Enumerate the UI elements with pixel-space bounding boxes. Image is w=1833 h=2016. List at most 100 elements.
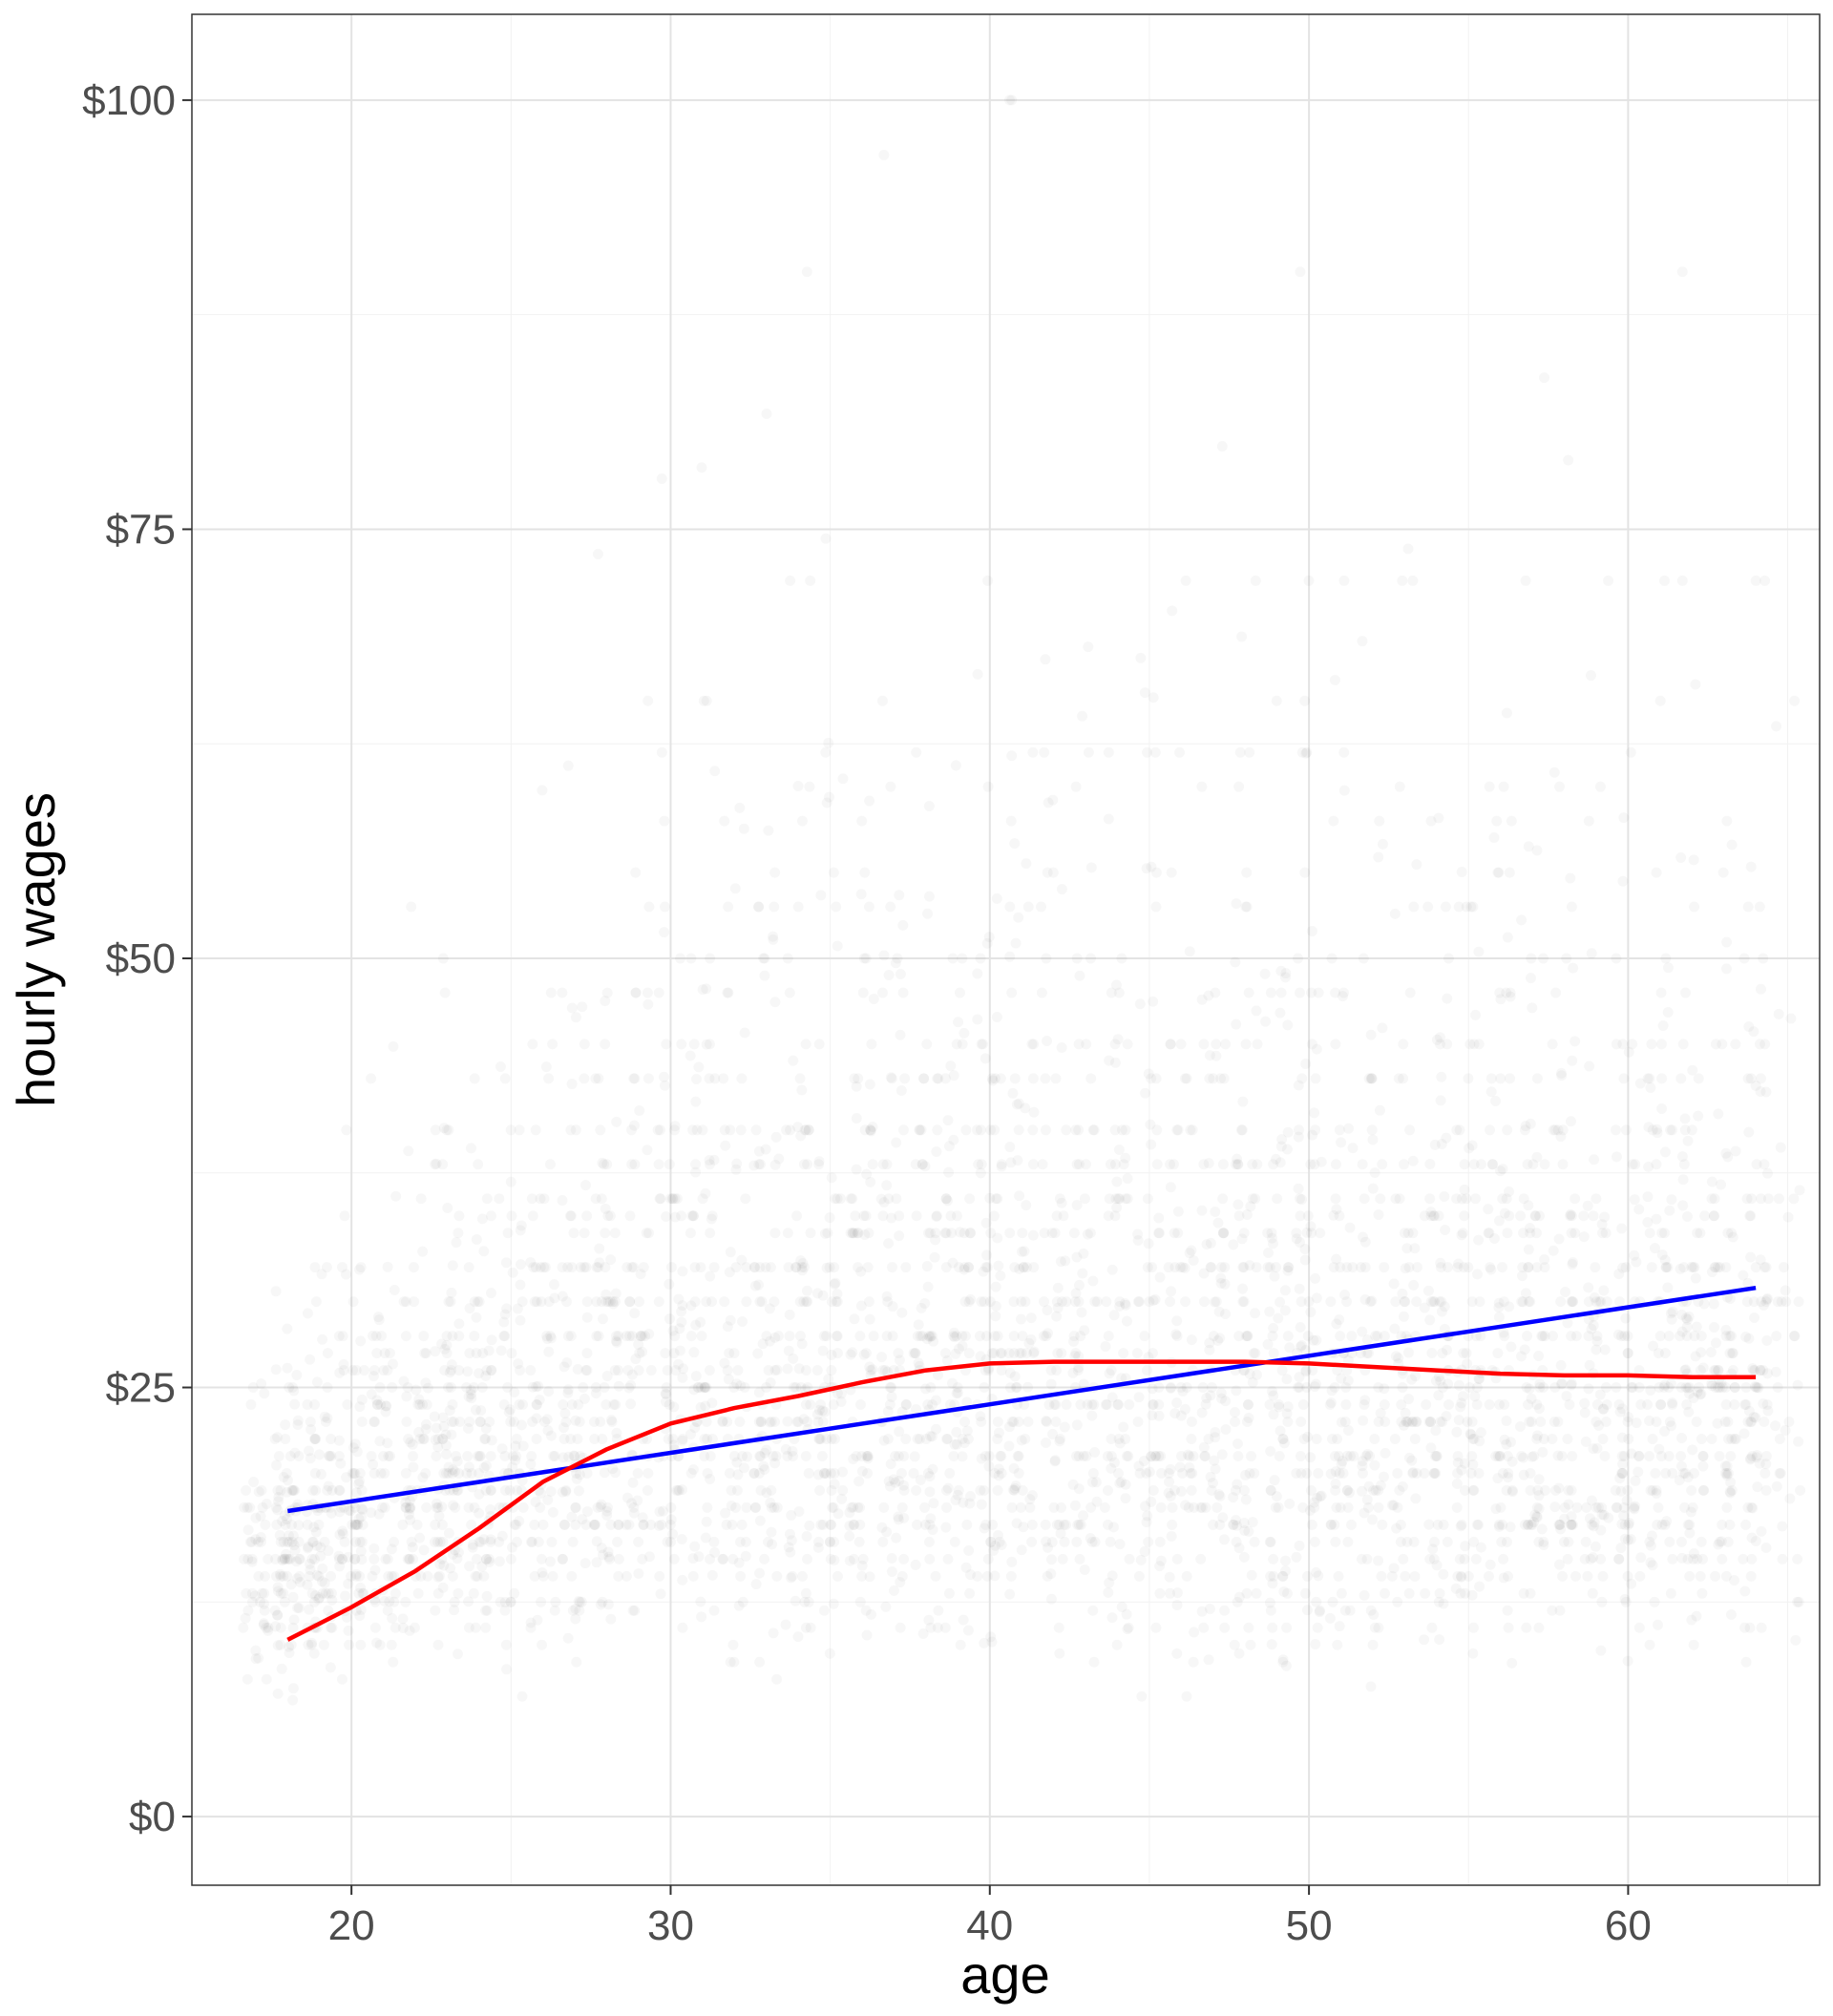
data-point — [369, 1554, 379, 1564]
data-point — [1771, 721, 1781, 731]
y-axis-title: hourly wages — [6, 792, 66, 1107]
data-point — [1020, 1296, 1030, 1307]
data-point — [1398, 1039, 1408, 1049]
data-point — [1476, 1159, 1486, 1169]
data-point — [1406, 1456, 1417, 1466]
data-point — [397, 1520, 408, 1530]
data-point — [1667, 1399, 1677, 1410]
data-point — [1725, 1293, 1736, 1304]
data-point — [1139, 1456, 1149, 1466]
data-point — [1334, 1314, 1344, 1325]
data-point — [1454, 1415, 1464, 1425]
data-point — [853, 1476, 864, 1486]
data-point — [1057, 1198, 1067, 1208]
data-point — [1260, 969, 1271, 979]
data-point — [350, 1520, 361, 1530]
data-point — [953, 1382, 963, 1393]
data-point — [754, 1568, 765, 1579]
data-point — [1294, 1132, 1304, 1143]
data-point — [1217, 441, 1228, 452]
data-point — [245, 1399, 256, 1410]
data-point — [398, 1376, 409, 1386]
data-point — [1110, 1039, 1121, 1049]
data-point — [327, 1588, 337, 1599]
data-point — [580, 1520, 591, 1530]
data-point — [1004, 1589, 1015, 1600]
data-point — [728, 1657, 739, 1668]
data-point — [1562, 1317, 1572, 1328]
data-point — [881, 1180, 892, 1190]
data-point — [1472, 1399, 1483, 1410]
data-point — [1743, 902, 1754, 913]
data-point — [765, 1498, 775, 1508]
data-point — [565, 1210, 576, 1221]
data-point — [1057, 1042, 1067, 1053]
data-point — [944, 1468, 955, 1479]
minor-grid — [191, 14, 1820, 1885]
data-point — [1313, 1468, 1323, 1479]
data-point — [1453, 1451, 1464, 1461]
data-point — [1185, 1124, 1195, 1135]
data-point — [376, 1468, 387, 1479]
data-point — [1690, 679, 1700, 689]
data-point — [1476, 1543, 1486, 1553]
data-point — [1342, 1537, 1353, 1547]
data-point — [1516, 1296, 1527, 1307]
data-point — [1706, 1347, 1717, 1357]
data-point — [1331, 1159, 1341, 1169]
data-point — [1284, 1342, 1295, 1353]
data-point — [1012, 1518, 1022, 1528]
data-point — [877, 1537, 888, 1547]
data-point — [1651, 1159, 1661, 1169]
data-point — [580, 1365, 591, 1376]
data-point — [1530, 1210, 1541, 1221]
data-point — [1401, 1408, 1411, 1418]
data-point — [356, 1546, 367, 1557]
data-point — [1279, 1438, 1290, 1448]
data-point — [1005, 1368, 1016, 1378]
data-point — [1132, 1348, 1143, 1358]
data-point — [1112, 1640, 1123, 1650]
data-point — [1691, 1351, 1701, 1361]
data-point — [356, 1503, 367, 1514]
data-point — [992, 1434, 1002, 1444]
data-point — [1567, 1228, 1577, 1238]
data-point — [1028, 1262, 1039, 1272]
data-point — [506, 1210, 516, 1221]
data-point — [1292, 1233, 1302, 1244]
data-point — [341, 1270, 351, 1280]
data-point — [980, 1053, 991, 1063]
data-point — [768, 1451, 778, 1461]
data-point — [1725, 1348, 1736, 1358]
data-point — [1029, 1347, 1040, 1357]
data-point — [1110, 1210, 1121, 1221]
data-point — [1187, 1417, 1197, 1427]
data-point — [1071, 782, 1082, 792]
data-point — [1561, 953, 1571, 963]
data-point — [1101, 1399, 1111, 1410]
data-point — [1570, 1036, 1580, 1046]
data-point — [993, 1261, 1003, 1271]
data-point — [1164, 1477, 1174, 1487]
data-point — [1730, 1382, 1740, 1393]
data-point — [1522, 1382, 1532, 1393]
data-point — [852, 1113, 862, 1124]
data-point — [511, 1520, 521, 1530]
data-point — [1618, 1073, 1629, 1083]
data-point — [1113, 1399, 1124, 1410]
data-point — [602, 988, 613, 998]
data-point — [995, 1270, 1005, 1281]
data-point — [1013, 1451, 1023, 1461]
data-point — [1004, 952, 1015, 962]
data-point — [1245, 1640, 1255, 1650]
data-point — [1310, 1124, 1320, 1135]
data-point — [1061, 1296, 1071, 1307]
data-point — [1503, 1468, 1513, 1479]
data-point — [1198, 1159, 1209, 1169]
data-point — [1585, 1360, 1595, 1371]
data-point — [241, 1485, 251, 1496]
data-point — [654, 1506, 664, 1517]
data-point — [771, 1674, 782, 1685]
data-point — [612, 1537, 622, 1547]
data-point — [1581, 1502, 1591, 1513]
